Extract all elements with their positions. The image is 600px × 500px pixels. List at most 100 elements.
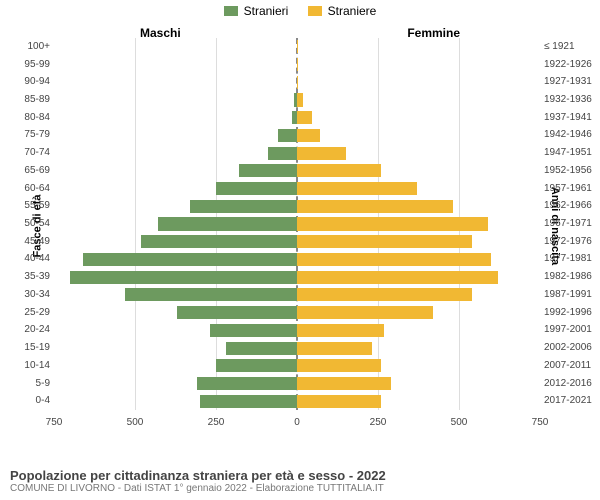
bar-male (200, 395, 297, 408)
bar-female (297, 129, 320, 142)
bar-female (297, 324, 384, 337)
bar-female (297, 342, 372, 355)
bar-male (83, 253, 297, 266)
pyramid-row: 30-341987-1991 (54, 286, 540, 304)
plot-area: 100+≤ 192195-991922-192690-941927-193185… (54, 38, 540, 428)
pyramid-row: 45-491972-1976 (54, 233, 540, 251)
bar-female (297, 271, 498, 284)
age-label: 55-59 (12, 201, 50, 211)
bar-female (297, 395, 381, 408)
birth-year-label: 1947-1951 (544, 148, 594, 158)
pyramid-row: 80-841937-1941 (54, 109, 540, 127)
age-label: 80-84 (12, 113, 50, 123)
age-label: 15-19 (12, 343, 50, 353)
x-tick: 750 (46, 417, 63, 428)
age-label: 35-39 (12, 272, 50, 282)
age-label: 95-99 (12, 60, 50, 70)
age-label: 5-9 (12, 379, 50, 389)
bar-female (297, 76, 298, 89)
birth-year-label: 1922-1926 (544, 60, 594, 70)
chart-title: Popolazione per cittadinanza straniera p… (10, 468, 590, 483)
age-label: 75-79 (12, 130, 50, 140)
chart-footer: Popolazione per cittadinanza straniera p… (10, 468, 590, 494)
pyramid-row: 100+≤ 1921 (54, 38, 540, 56)
age-label: 70-74 (12, 148, 50, 158)
age-label: 40-44 (12, 254, 50, 264)
birth-year-label: 2002-2006 (544, 343, 594, 353)
birth-year-label: 1927-1931 (544, 77, 594, 87)
bar-female (297, 306, 433, 319)
birth-year-label: 1967-1971 (544, 219, 594, 229)
birth-year-label: 2012-2016 (544, 379, 594, 389)
birth-year-label: 1952-1956 (544, 166, 594, 176)
pyramid-row: 75-791942-1946 (54, 127, 540, 145)
legend-swatch-male (224, 6, 238, 16)
bar-female (297, 111, 312, 124)
bar-male (190, 200, 297, 213)
birth-year-label: 1992-1996 (544, 308, 594, 318)
birth-year-label: 1942-1946 (544, 130, 594, 140)
bar-female (297, 93, 303, 106)
x-tick: 500 (127, 417, 144, 428)
legend-item-female: Straniere (308, 4, 377, 18)
bar-male (268, 147, 297, 160)
legend-item-male: Stranieri (224, 4, 289, 18)
bar-female (297, 164, 381, 177)
x-tick: 750 (532, 417, 549, 428)
age-label: 10-14 (12, 361, 50, 371)
bar-female (297, 182, 417, 195)
bar-female (297, 377, 391, 390)
age-label: 100+ (12, 42, 50, 52)
x-tick: 250 (208, 417, 225, 428)
bar-male (125, 288, 297, 301)
legend-label-male: Stranieri (244, 4, 289, 18)
age-label: 45-49 (12, 237, 50, 247)
x-axis: 7505002500250500750 (54, 410, 540, 428)
birth-year-label: 1932-1936 (544, 95, 594, 105)
pyramid-row: 35-391982-1986 (54, 268, 540, 286)
pyramid-row: 10-142007-2011 (54, 357, 540, 375)
pyramid-row: 60-641957-1961 (54, 180, 540, 198)
birth-year-label: 1982-1986 (544, 272, 594, 282)
birth-year-label: 1997-2001 (544, 325, 594, 335)
birth-year-label: 1957-1961 (544, 184, 594, 194)
birth-year-label: 2007-2011 (544, 361, 594, 371)
birth-year-label: 1972-1976 (544, 237, 594, 247)
bar-female (297, 217, 488, 230)
age-label: 85-89 (12, 95, 50, 105)
legend-swatch-female (308, 6, 322, 16)
age-label: 50-54 (12, 219, 50, 229)
age-label: 25-29 (12, 308, 50, 318)
legend: Stranieri Straniere (0, 0, 600, 19)
bar-male (216, 182, 297, 195)
birth-year-label: ≤ 1921 (544, 42, 594, 52)
age-label: 30-34 (12, 290, 50, 300)
age-label: 20-24 (12, 325, 50, 335)
pyramid-row: 50-541967-1971 (54, 215, 540, 233)
age-label: 0-4 (12, 396, 50, 406)
bar-female (297, 235, 472, 248)
bar-male (141, 235, 297, 248)
chart-subtitle: COMUNE DI LIVORNO - Dati ISTAT 1° gennai… (10, 483, 590, 494)
pyramid-chart: Stranieri Straniere Maschi Femmine Fasce… (0, 0, 600, 500)
bar-male (239, 164, 297, 177)
bar-male (216, 359, 297, 372)
bar-male (197, 377, 297, 390)
birth-year-label: 1937-1941 (544, 113, 594, 123)
birth-year-label: 1962-1966 (544, 201, 594, 211)
x-tick: 0 (294, 417, 300, 428)
pyramid-row: 55-591962-1966 (54, 197, 540, 215)
pyramid-row: 85-891932-1936 (54, 91, 540, 109)
bar-female (297, 200, 453, 213)
pyramid-row: 20-241997-2001 (54, 322, 540, 340)
pyramid-row: 25-291992-1996 (54, 304, 540, 322)
x-tick: 500 (451, 417, 468, 428)
legend-label-female: Straniere (328, 4, 377, 18)
bar-female (297, 359, 381, 372)
age-label: 60-64 (12, 184, 50, 194)
bar-female (297, 253, 491, 266)
pyramid-row: 40-441977-1981 (54, 251, 540, 269)
x-tick: 250 (370, 417, 387, 428)
bar-male (226, 342, 297, 355)
age-label: 65-69 (12, 166, 50, 176)
